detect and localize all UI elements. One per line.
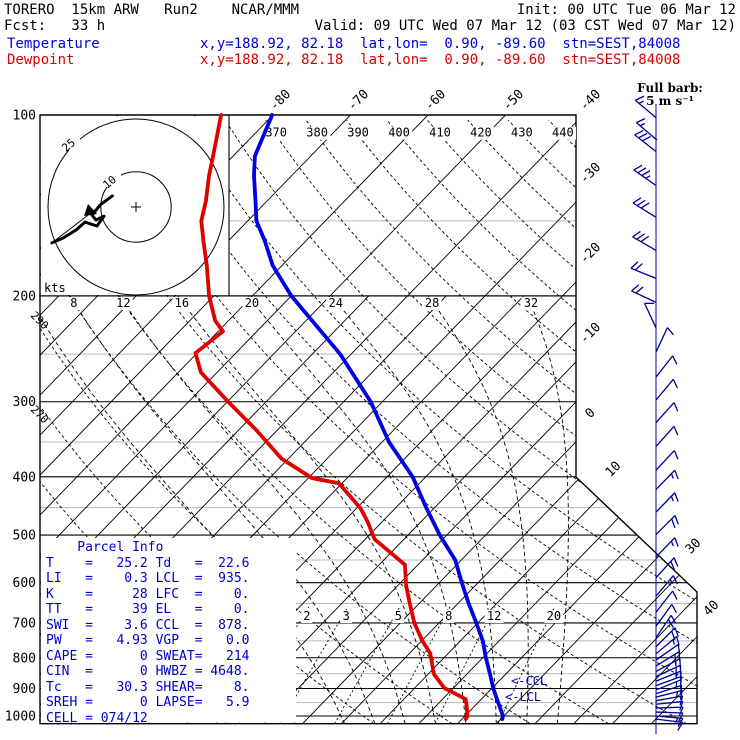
dewpoint-curve [193, 113, 470, 721]
parcel-info-box: Parcel Info T = 25.2 Td = 22.6 LI = 0.3 … [46, 540, 250, 726]
pressure-label: 900 [13, 682, 36, 697]
pressure-label: 600 [13, 576, 36, 591]
svg-text:420: 420 [470, 126, 492, 140]
svg-text:2: 2 [303, 609, 310, 623]
isotherm-label-top: -60 [422, 87, 449, 114]
pressure-label: 500 [13, 529, 36, 544]
temperature-legend-label: Temperature [7, 36, 100, 52]
dewpoint-legend-label: Dewpoint [7, 52, 75, 68]
isotherm-label-right: 30 [683, 536, 705, 558]
wind-barb-column [630, 95, 684, 734]
isotherm-label-right: -10 [577, 320, 604, 347]
svg-text:12: 12 [116, 296, 130, 310]
pressure-label: 1000 [5, 710, 36, 725]
svg-text:3: 3 [343, 609, 350, 623]
pressure-label: 300 [13, 395, 36, 410]
isotherm-label-right: 0 [582, 405, 598, 421]
dewpoint-point-info: x,y=188.92, 82.18 lat,lon= 0.90, -89.60 … [200, 52, 681, 68]
svg-text:8: 8 [445, 609, 452, 623]
init-time: Init: 00 UTC Tue 06 Mar 12 [516, 2, 736, 18]
wind-barb-legend-title: Full barb: [637, 81, 703, 95]
wind-barb-legend-scale: 5 m s⁻¹ [646, 94, 694, 108]
svg-text:8: 8 [70, 296, 77, 310]
pressure-label: 700 [13, 616, 36, 631]
isotherm-label-top: -50 [500, 87, 527, 114]
isotherm-label-right: -20 [577, 240, 604, 267]
svg-text:290: 290 [28, 309, 51, 332]
isotherm-label-top: -40 [577, 87, 604, 114]
svg-text:5: 5 [395, 609, 402, 623]
svg-text:16: 16 [175, 296, 189, 310]
svg-text:390: 390 [347, 126, 369, 140]
parcel-info-bg [41, 538, 296, 723]
svg-text:410: 410 [429, 126, 451, 140]
svg-text:370: 370 [265, 126, 287, 140]
svg-text:24: 24 [328, 296, 342, 310]
forecast-hour: Fcst: 33 h [4, 18, 106, 34]
isotherm-label-top: -80 [267, 87, 294, 114]
svg-text:400: 400 [388, 126, 410, 140]
hodograph-trace [50, 194, 114, 245]
isotherm-label-top: -70 [345, 87, 372, 114]
skewt-frame [39, 114, 698, 725]
pressure-label: 100 [13, 109, 36, 124]
pressure-label: 800 [13, 651, 36, 666]
svg-text:20: 20 [245, 296, 259, 310]
isotherm-label-right: -30 [577, 160, 604, 187]
svg-text:380: 380 [306, 126, 328, 140]
svg-text:20: 20 [547, 609, 561, 623]
svg-text:440: 440 [552, 126, 574, 140]
svg-text:28: 28 [425, 296, 439, 310]
svg-text:12: 12 [487, 609, 501, 623]
isotherm-label-right: 10 [603, 459, 625, 481]
pressure-label: 200 [13, 289, 36, 304]
temperature-point-info: x,y=188.92, 82.18 lat,lon= 0.90, -89.60 … [200, 36, 681, 52]
isotherm-label-right: 40 [701, 598, 723, 620]
model-title: TORERO 15km ARW Run2 NCAR/MMM [4, 2, 300, 18]
pressure-label: 400 [13, 470, 36, 485]
svg-text:32: 32 [524, 296, 538, 310]
lcl-marker: <-LCL [505, 690, 542, 704]
temperature-curve [252, 113, 505, 721]
ccl-marker: <-CCL [511, 674, 548, 688]
hodograph-units-label: kts [44, 281, 66, 295]
svg-text:430: 430 [511, 126, 533, 140]
valid-time: Valid: 09 UTC Wed 07 Mar 12 (03 CST Wed … [314, 18, 736, 34]
